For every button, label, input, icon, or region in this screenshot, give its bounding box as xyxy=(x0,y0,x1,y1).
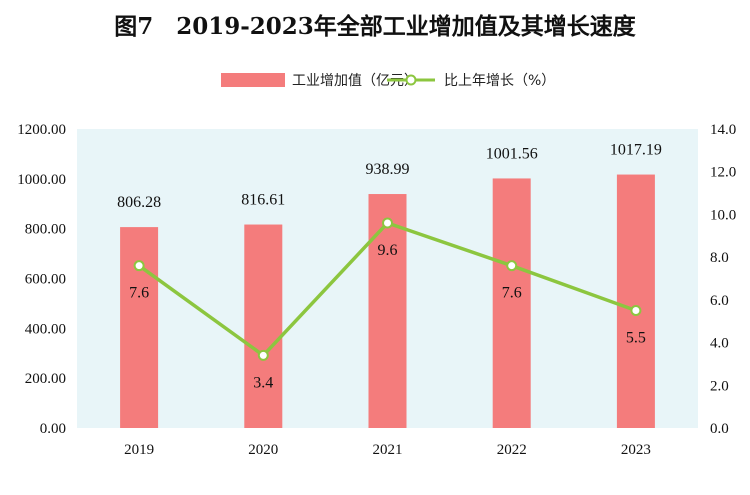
right-tick-label: 0.0 xyxy=(710,421,729,437)
x-axis-ticks: 2019 2020 2021 2022 2023 xyxy=(124,442,651,458)
bar-value-label: 816.61 xyxy=(241,192,285,209)
line-marker xyxy=(506,260,518,272)
line-series xyxy=(133,217,642,361)
legend: 工业增加值（亿元） 比上年增长（%） xyxy=(221,73,555,89)
bar-value-label: 1017.19 xyxy=(610,142,662,159)
bar xyxy=(368,194,407,428)
bar xyxy=(616,174,655,428)
right-tick-label: 12.0 xyxy=(710,165,736,181)
legend-line-label: 比上年增长（%） xyxy=(444,73,555,89)
left-tick-label: 200.00 xyxy=(25,371,66,387)
line-value-label: 3.4 xyxy=(253,374,273,391)
bar-labels: 806.28 816.61 938.99 1001.56 1017.19 xyxy=(117,142,662,212)
line-marker xyxy=(133,260,145,272)
left-axis-ticks: 0.00 200.00 400.00 600.00 800.00 1000.00 1200.… xyxy=(17,122,66,437)
bar-value-label: 1001.56 xyxy=(486,145,538,162)
bar-value-label: 806.28 xyxy=(117,194,161,211)
x-tick-label: 2020 xyxy=(248,442,278,458)
right-tick-label: 14.0 xyxy=(710,122,736,138)
bar-value-label: 938.99 xyxy=(366,161,410,178)
left-tick-label: 1000.00 xyxy=(17,172,66,188)
x-tick-label: 2019 xyxy=(124,442,154,458)
legend-bar-label: 工业增加值（亿元） xyxy=(292,73,418,89)
right-tick-label: 4.0 xyxy=(710,336,729,352)
right-tick-label: 8.0 xyxy=(710,250,729,266)
legend-bar-swatch xyxy=(221,73,285,87)
chart-title: 图7 2019-2023年全部工业增加值及其增长速度 xyxy=(114,13,637,40)
x-tick-label: 2023 xyxy=(621,442,651,458)
line-value-label: 7.6 xyxy=(129,285,149,302)
right-tick-label: 6.0 xyxy=(710,293,729,309)
left-tick-label: 600.00 xyxy=(25,272,66,288)
right-tick-label: 10.0 xyxy=(710,207,736,223)
legend-line-marker xyxy=(405,74,417,86)
line-marker xyxy=(257,349,269,361)
right-tick-label: 2.0 xyxy=(710,378,729,394)
right-axis-ticks: 0.0 2.0 4.0 6.0 8.0 10.0 12.0 14.0 xyxy=(710,122,736,437)
line-marker xyxy=(382,217,393,229)
bar xyxy=(120,227,159,428)
bar-series xyxy=(120,174,655,428)
left-tick-label: 1200.00 xyxy=(17,122,66,138)
line-labels: 7.6 3.4 9.6 7.6 5.5 xyxy=(129,242,646,391)
left-tick-label: 800.00 xyxy=(25,222,66,238)
bar xyxy=(244,224,283,428)
line-value-label: 7.6 xyxy=(502,285,522,302)
line-value-label: 9.6 xyxy=(378,242,398,259)
left-tick-label: 0.00 xyxy=(40,421,66,437)
line-marker xyxy=(630,305,642,317)
x-tick-label: 2021 xyxy=(373,442,403,458)
line-value-label: 5.5 xyxy=(626,330,646,347)
bar xyxy=(492,178,531,428)
left-tick-label: 400.00 xyxy=(25,321,66,337)
x-tick-label: 2022 xyxy=(497,442,527,458)
